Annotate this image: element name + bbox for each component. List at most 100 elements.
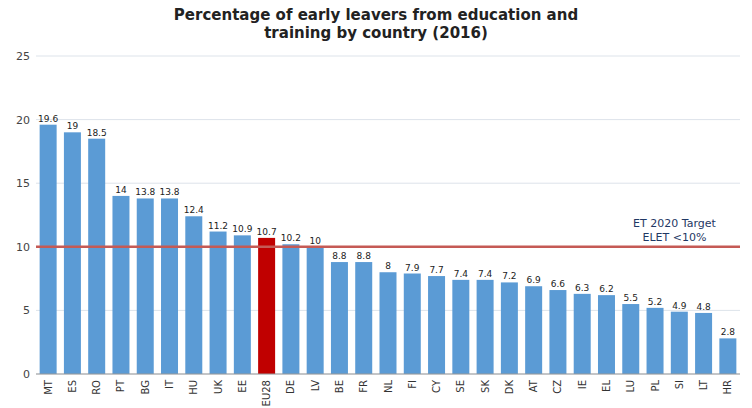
bar (210, 232, 227, 374)
x-tick-label: MT (43, 379, 54, 395)
y-tick-label: 15 (16, 177, 30, 190)
grid-line (36, 246, 740, 247)
bar (719, 338, 736, 374)
target-label: ET 2020 Target (633, 217, 716, 230)
data-label: 6.2 (599, 284, 613, 294)
data-label: 7.2 (502, 271, 516, 281)
y-tick-label: 20 (16, 114, 30, 127)
bar (307, 247, 324, 374)
data-label: 18.5 (87, 128, 107, 138)
data-label: 19.6 (38, 114, 58, 124)
data-label: 8.8 (357, 251, 372, 261)
target-label: ELET <10% (642, 231, 706, 244)
x-tick-label: PT (115, 379, 126, 392)
x-tick-label: EE (237, 380, 248, 393)
data-label: 2.8 (721, 327, 736, 337)
x-tick-label: DK (504, 380, 515, 395)
data-label: 10.7 (257, 227, 277, 237)
grid-line (36, 119, 740, 120)
bar (380, 272, 397, 374)
x-tick-label: DE (285, 380, 296, 394)
bar (477, 280, 494, 374)
bar (549, 290, 566, 374)
target-line (36, 246, 740, 249)
title-line: training by country (2016) (264, 24, 488, 42)
data-label: 5.5 (624, 293, 638, 303)
bar (695, 313, 712, 374)
data-label: 13.8 (159, 187, 179, 197)
x-tick-label: HR (722, 380, 733, 395)
data-label: 6.6 (551, 279, 566, 289)
bar (64, 132, 81, 374)
x-tick-label: RO (91, 380, 102, 395)
y-tick-label: 0 (23, 368, 30, 381)
data-label: 10.2 (281, 233, 301, 243)
bar (282, 244, 299, 374)
bar (40, 125, 57, 374)
x-axis-line (36, 374, 740, 375)
data-labels: 19.61918.51413.813.812.411.210.910.710.2… (38, 114, 735, 338)
bar (161, 198, 178, 374)
bar (258, 238, 275, 374)
x-tick-label: NL (383, 380, 394, 393)
x-tick-label: SI (674, 380, 685, 389)
y-tick-label: 25 (16, 50, 30, 63)
data-label: 19 (67, 121, 79, 131)
x-tick-label: AT (528, 379, 539, 392)
x-tick-label: UK (213, 380, 224, 394)
data-label: 7.4 (454, 269, 469, 279)
bar (525, 286, 542, 374)
bar (501, 282, 518, 374)
data-label: 11.2 (208, 221, 228, 231)
y-tick-label: 5 (23, 304, 30, 317)
bar (428, 276, 445, 374)
bar (598, 295, 615, 374)
bars (40, 125, 737, 374)
x-tick-label: FR (358, 380, 369, 393)
bar (671, 312, 688, 374)
data-label: 5.2 (648, 297, 662, 307)
bar (574, 294, 591, 374)
data-label: 4.9 (672, 301, 687, 311)
data-label: 13.8 (135, 187, 155, 197)
bar (331, 262, 348, 374)
chart: Percentage of early leavers from educati… (0, 0, 752, 408)
bar (355, 262, 372, 374)
x-tick-label: EU28 (261, 380, 272, 406)
x-tick-label: BE (334, 380, 345, 393)
x-tick-label: SE (455, 380, 466, 393)
x-tick-label: LU (625, 380, 636, 392)
x-tick-label: LT (698, 379, 709, 390)
data-label: 12.4 (184, 205, 204, 215)
data-label: 6.3 (575, 283, 589, 293)
data-label: 8 (385, 261, 391, 271)
x-tick-label: IT (164, 379, 175, 389)
x-tick-label: HU (188, 380, 199, 395)
bar (112, 196, 129, 374)
bar (622, 304, 639, 374)
data-label: 7.4 (478, 269, 493, 279)
x-tick-label: CY (431, 379, 442, 393)
x-tick-label: CZ (552, 380, 563, 394)
data-label: 10.9 (232, 224, 252, 234)
bar (185, 216, 202, 374)
grid (36, 56, 740, 374)
bar (88, 139, 105, 374)
data-label: 8.8 (332, 251, 347, 261)
data-label: 10 (309, 236, 321, 246)
x-tick-label: FI (407, 380, 418, 389)
x-tick-label: BG (140, 380, 151, 394)
data-label: 6.9 (526, 275, 541, 285)
x-tick-label: SK (480, 380, 491, 393)
title: Percentage of early leavers from educati… (174, 6, 578, 42)
x-tick-label: EL (601, 380, 612, 392)
x-tick-label: LV (310, 380, 321, 391)
x-tick-label: IE (577, 380, 588, 389)
x-tick-label: PL (650, 380, 661, 392)
grid-line (36, 183, 740, 184)
bar (452, 280, 469, 374)
data-label: 7.7 (429, 265, 443, 275)
data-label: 7.9 (405, 263, 420, 273)
bar (137, 198, 154, 374)
grid-line (36, 56, 740, 57)
